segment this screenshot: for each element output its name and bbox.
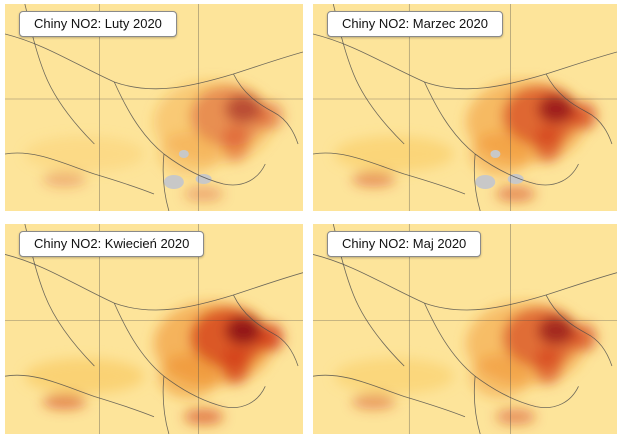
- no2-hotspot: [183, 186, 224, 202]
- country-border: [113, 302, 266, 408]
- map-title-kwiecien: Chiny NO2: Kwiecień 2020: [19, 231, 205, 257]
- country-border: [424, 81, 579, 186]
- no2-map-kwiecien: [5, 224, 303, 434]
- no2-map-marzec: [313, 4, 617, 211]
- map-panel-marzec: Chiny NO2: Marzec 2020: [313, 4, 617, 211]
- no-data-area: [490, 150, 501, 158]
- no2-hotspot: [42, 393, 87, 410]
- country-border: [545, 73, 613, 145]
- no2-hotspot: [183, 408, 224, 425]
- country-border: [5, 374, 155, 418]
- no2-hotspot: [470, 132, 531, 176]
- no2-hotspot: [334, 136, 455, 172]
- no2-hotspot: [24, 136, 145, 172]
- no-data-area: [178, 150, 189, 158]
- no2-hotspot: [42, 171, 87, 187]
- map-panel-maj: Chiny NO2: Maj 2020: [313, 224, 617, 434]
- no2-concentration-layer: [24, 301, 284, 425]
- no2-hotspot: [534, 126, 563, 162]
- country-border: [5, 33, 303, 90]
- no2-hotspot: [572, 102, 597, 130]
- country-border: [113, 81, 266, 186]
- no-data-area: [507, 174, 524, 184]
- no2-hotspot: [259, 102, 284, 130]
- no-data-area: [195, 174, 212, 184]
- no2-hotspot: [221, 348, 250, 385]
- country-border: [162, 376, 170, 434]
- no2-hotspot: [225, 316, 262, 345]
- no2-hotspot: [538, 316, 575, 345]
- no2-hotspot: [225, 95, 262, 123]
- no2-concentration-layer: [24, 80, 284, 202]
- country-border: [313, 254, 617, 311]
- no2-hotspot: [495, 408, 536, 425]
- country-border: [233, 294, 299, 367]
- map-title-maj: Chiny NO2: Maj 2020: [327, 231, 482, 257]
- country-border: [313, 33, 617, 90]
- no2-hotspot: [572, 323, 597, 352]
- no2-hotspot: [495, 186, 536, 202]
- country-border: [5, 254, 303, 311]
- country-border: [233, 73, 299, 145]
- country-border: [162, 153, 170, 211]
- map-title-marzec: Chiny NO2: Marzec 2020: [327, 11, 503, 37]
- no2-map-maj: [313, 224, 617, 434]
- country-border: [424, 302, 579, 408]
- no2-hotspot: [259, 323, 284, 352]
- country-border: [473, 153, 481, 211]
- no2-hotspot: [221, 126, 250, 162]
- no2-hotspot: [351, 171, 396, 187]
- no2-hotspot: [351, 393, 396, 410]
- no2-hotspot: [538, 95, 575, 123]
- map-panel-luty: Chiny NO2: Luty 2020: [5, 4, 303, 211]
- no2-hotspot: [334, 358, 455, 395]
- no2-map-luty: [5, 4, 303, 211]
- no2-hotspot: [24, 358, 145, 395]
- country-border: [473, 376, 481, 434]
- no-data-area: [475, 175, 496, 189]
- no2-hotspot: [534, 348, 563, 385]
- no2-hotspot: [470, 354, 531, 399]
- country-border: [5, 152, 155, 195]
- country-border: [313, 374, 466, 418]
- map-title-luty: Chiny NO2: Luty 2020: [19, 11, 177, 37]
- country-border: [313, 152, 466, 195]
- no-data-area: [163, 175, 184, 189]
- no2-hotspot: [158, 354, 219, 399]
- map-panel-kwiecien: Chiny NO2: Kwiecień 2020: [5, 224, 303, 434]
- no2-concentration-layer: [334, 301, 597, 425]
- country-border: [545, 294, 613, 367]
- no2-concentration-layer: [334, 80, 597, 202]
